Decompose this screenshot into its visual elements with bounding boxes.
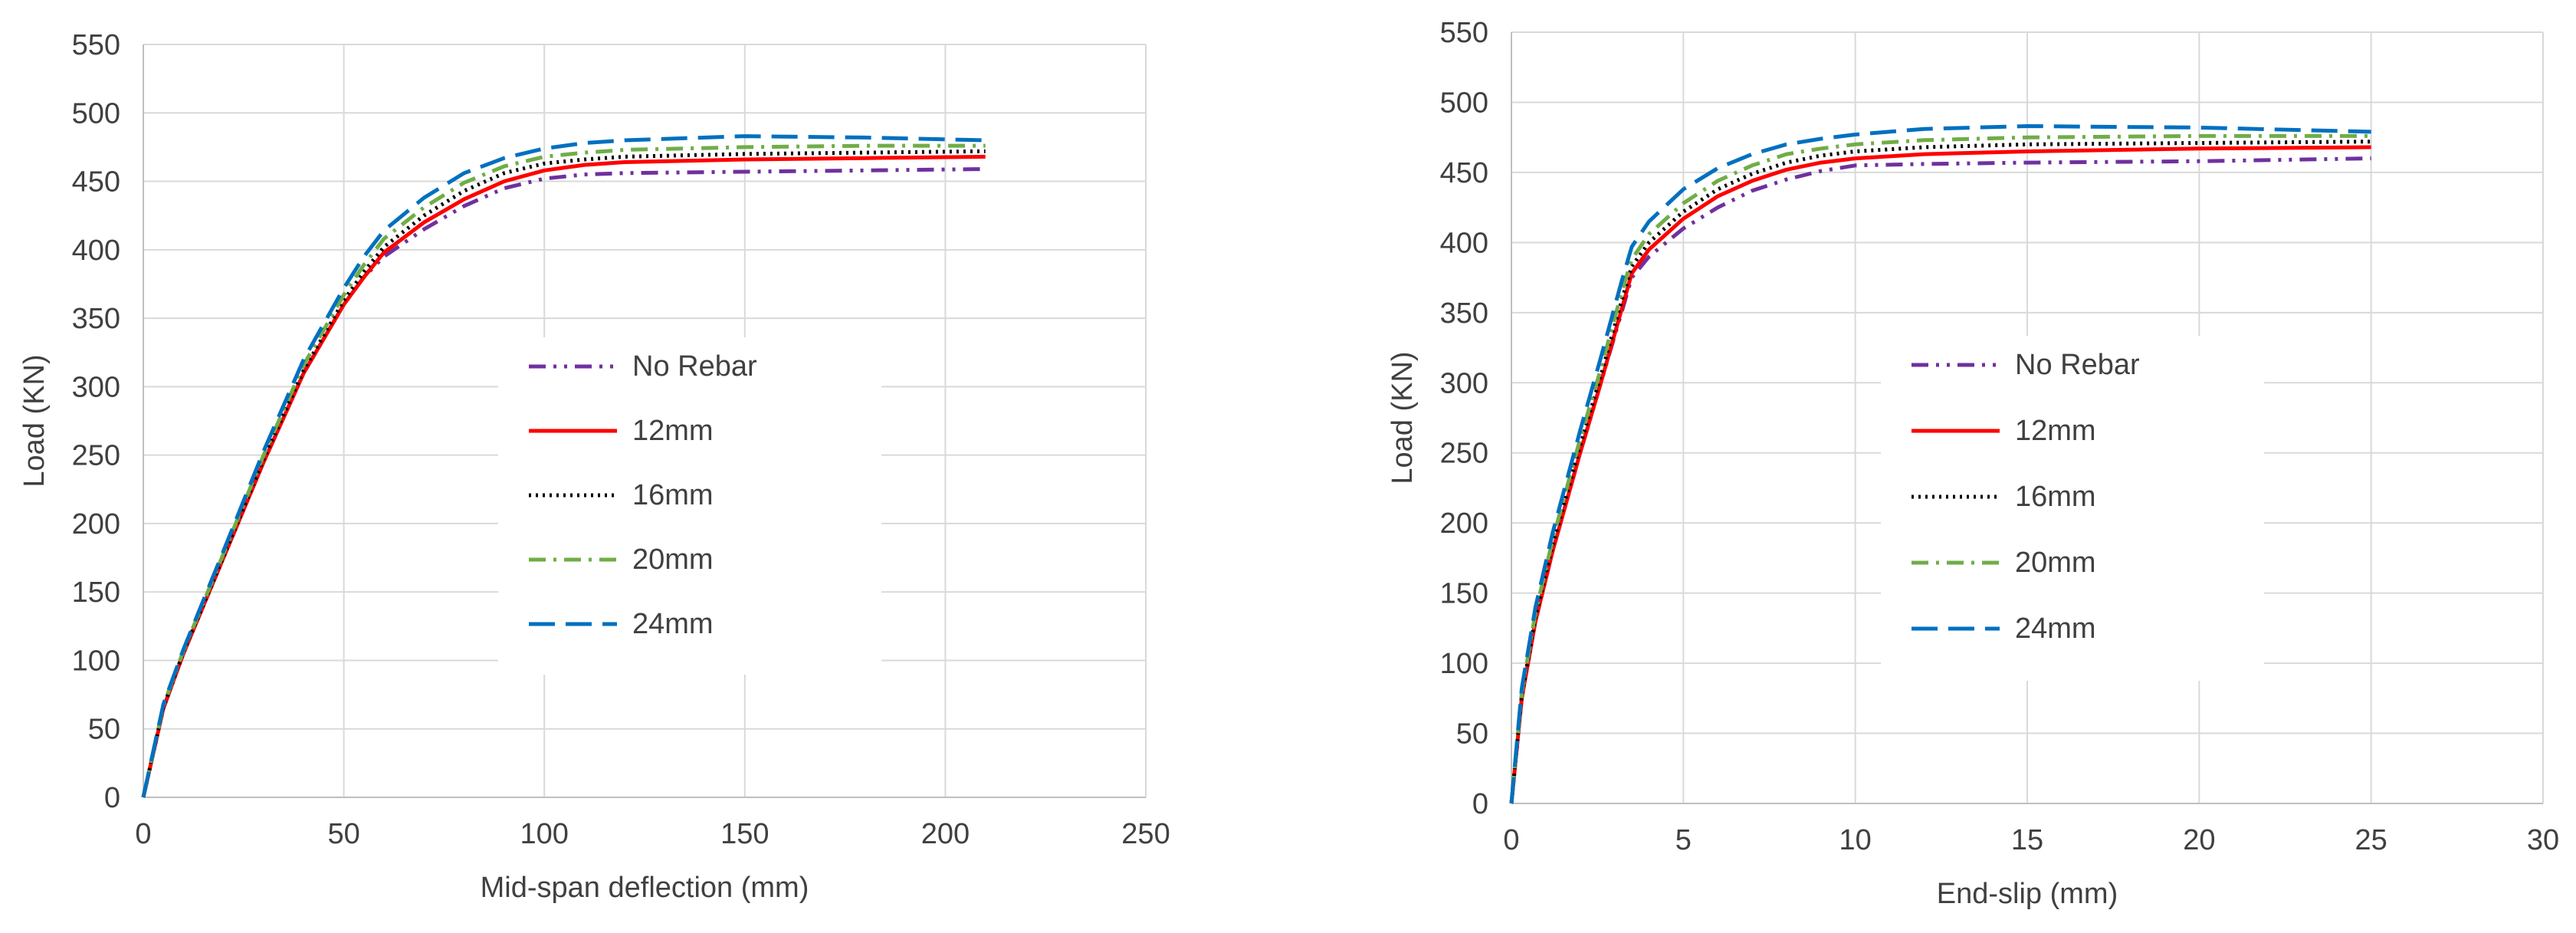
legend-label: 12mm — [632, 415, 714, 447]
x-tick-label: 25 — [2355, 824, 2387, 856]
series-line-24mm — [141, 134, 986, 798]
x-tick-label: 20 — [2183, 824, 2215, 856]
legend-label: 16mm — [2015, 481, 2096, 513]
series-line-24mm — [1509, 124, 2371, 804]
series-line-20mm — [141, 143, 986, 798]
x-tick-label: 100 — [520, 818, 568, 850]
y-tick-label: 250 — [1440, 438, 1488, 470]
y-tick-label: 450 — [1440, 157, 1488, 189]
legend-label: 12mm — [2015, 415, 2096, 447]
y-tick-label: 50 — [88, 714, 120, 746]
y-tick-label: 350 — [72, 303, 120, 335]
y-tick-label: 150 — [72, 577, 120, 609]
x-axis-title: Mid-span deflection (mm) — [481, 872, 809, 904]
x-tick-label: 150 — [720, 818, 769, 850]
x-tick-label: 30 — [2527, 824, 2559, 856]
y-tick-label: 550 — [72, 29, 120, 61]
y-tick-label: 150 — [1440, 578, 1488, 610]
y-tick-label: 350 — [1440, 297, 1488, 330]
y-tick-label: 250 — [72, 440, 120, 472]
legend-label: No Rebar — [632, 350, 757, 383]
x-axis-title: End-slip (mm) — [1937, 878, 2118, 910]
x-tick-label: 200 — [921, 818, 970, 850]
y-tick-label: 100 — [72, 645, 120, 677]
legend-label: 20mm — [632, 544, 714, 576]
y-tick-label: 500 — [72, 97, 120, 130]
y-tick-label: 550 — [1440, 17, 1488, 49]
deflection-chart: 0 50 100 150 200 250 300 350 400 450 500 550 0 50 100 1… — [18, 29, 1170, 904]
x-tick-label: 0 — [135, 818, 151, 850]
x-tick-label: 10 — [1839, 824, 1872, 856]
x-tick-label: 250 — [1121, 818, 1170, 850]
legend-label: 24mm — [632, 608, 714, 640]
y-tick-label: 300 — [1440, 367, 1488, 399]
y-tick-label: 300 — [72, 371, 120, 403]
legend-label: 24mm — [2015, 613, 2096, 645]
legend-label: 16mm — [632, 479, 714, 511]
y-tick-label: 0 — [1472, 788, 1488, 820]
legend-box — [498, 337, 881, 675]
y-tick-label: 400 — [72, 235, 120, 267]
y-tick-label: 500 — [1440, 87, 1488, 119]
legend-box — [1881, 336, 2264, 681]
x-tick-label: 50 — [327, 818, 359, 850]
y-tick-label: 450 — [72, 166, 120, 199]
y-tick-label: 0 — [104, 782, 120, 814]
legend-label: 20mm — [2015, 547, 2096, 579]
legend-label: No Rebar — [2015, 349, 2140, 381]
y-tick-label: 50 — [1456, 718, 1488, 751]
y-tick-label: 200 — [1440, 508, 1488, 540]
x-tick-label: 15 — [2011, 824, 2043, 856]
y-axis-title: Load (KN) — [18, 354, 51, 487]
y-tick-label: 200 — [72, 508, 120, 540]
x-tick-label: 0 — [1503, 824, 1519, 856]
y-axis-title: Load (KN) — [1386, 351, 1419, 484]
series-line-20mm — [1509, 133, 2371, 804]
y-tick-label: 100 — [1440, 648, 1488, 680]
end-slip-chart: 0 50 100 150 200 250 300 350 400 450 500 550 0 5 10 15 2… — [1386, 17, 2559, 910]
x-tick-label: 5 — [1675, 824, 1692, 856]
y-tick-label: 400 — [1440, 227, 1488, 259]
